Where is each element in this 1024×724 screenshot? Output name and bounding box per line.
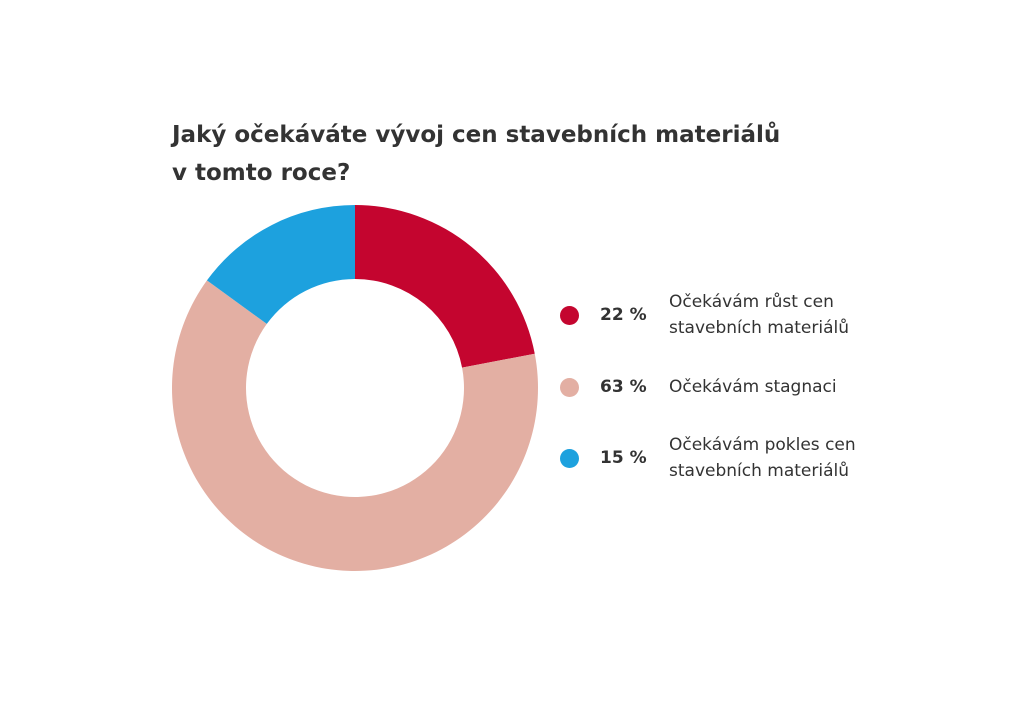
legend-swatch (560, 305, 579, 325)
legend-label: Očekávám stagnaci (669, 377, 837, 397)
legend-item-decline: 15 % Očekávám pokles cen stavebních mate… (560, 432, 960, 484)
legend-item-growth: 22 % Očekávám růst cen stavebních materi… (560, 289, 960, 341)
donut-slice-0 (355, 205, 535, 368)
donut-slice-1 (171, 280, 538, 571)
title-line-2: v tomto roce? (172, 160, 351, 186)
title-line-1: Jaký očekáváte vývoj cen stavebních mate… (172, 122, 781, 148)
legend-swatch (560, 377, 579, 397)
legend-label: Očekávám pokles cen stavebních materiálů (669, 435, 856, 481)
legend-item-stagnation: 63 % Očekávám stagnaci (560, 374, 960, 400)
chart-title: Jaký očekáváte vývoj cen stavebních mate… (172, 116, 780, 192)
donut-slice-2 (206, 205, 355, 324)
legend-value: 22 % (600, 305, 647, 325)
legend-value: 63 % (600, 377, 647, 397)
legend-value: 15 % (600, 448, 647, 468)
legend-swatch (560, 448, 579, 468)
legend-label: Očekávám růst cen stavebních materiálů (669, 292, 850, 338)
